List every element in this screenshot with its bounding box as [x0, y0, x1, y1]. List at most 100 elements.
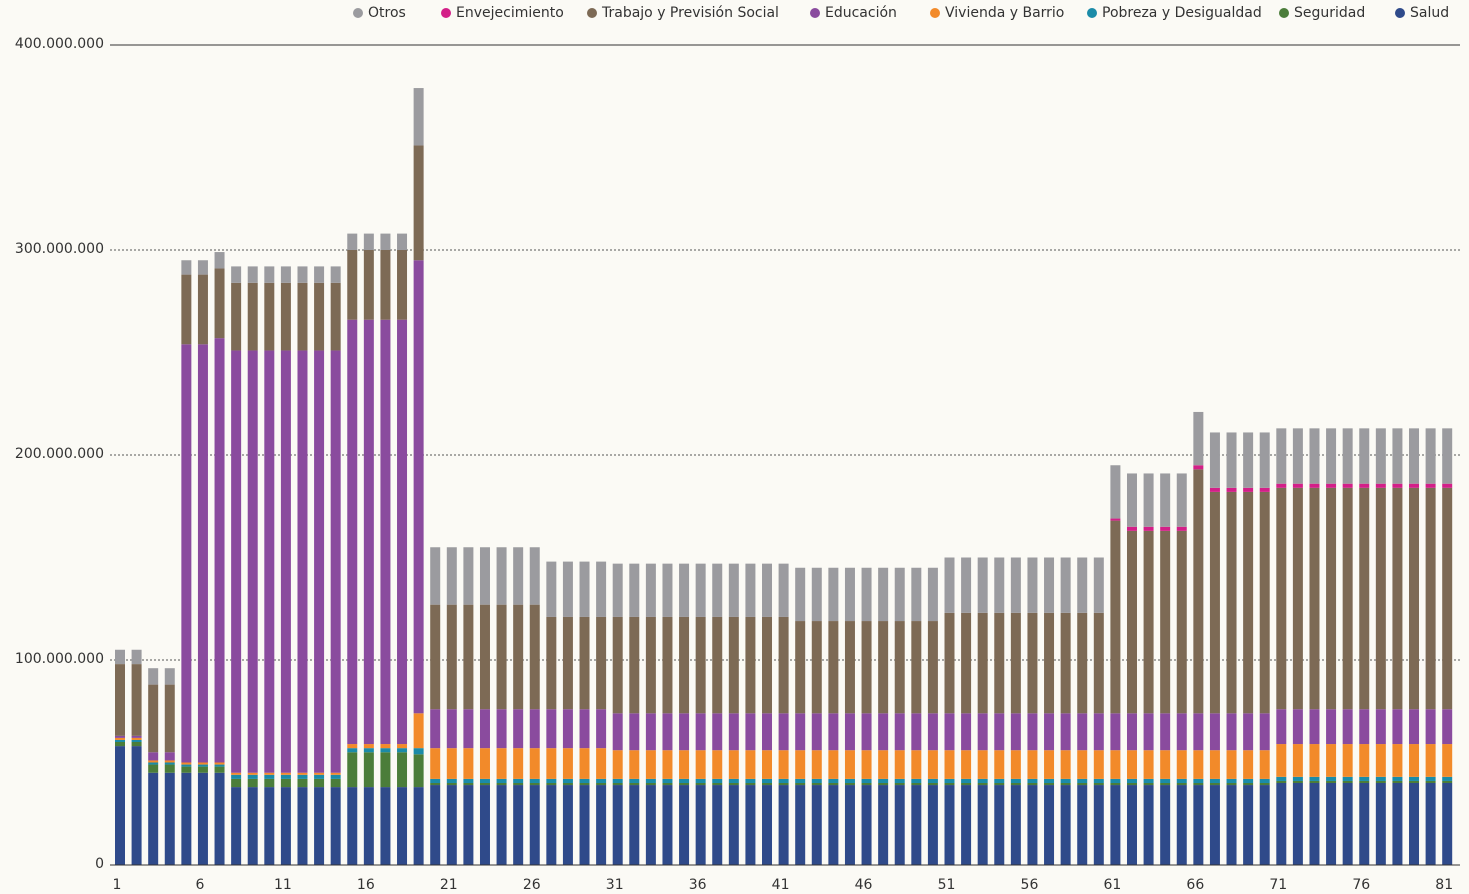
bar-segment [115, 664, 125, 736]
bar-segment [164, 684, 175, 753]
bar-segment [695, 616, 706, 714]
bar-segment [1243, 491, 1254, 714]
bar-segment [894, 567, 905, 622]
bar-segment [264, 787, 275, 865]
bar-segment [430, 604, 441, 710]
bar-segment [927, 713, 938, 751]
bar-segment [1077, 785, 1088, 865]
bar-segment [1060, 750, 1071, 779]
bar-segment [280, 774, 291, 779]
bar-segment [1309, 744, 1320, 777]
bar-segment [1375, 744, 1386, 777]
bar-segment [131, 739, 142, 742]
bar-segment [513, 748, 524, 779]
bar-segment [1226, 487, 1237, 492]
bar-segment [1010, 785, 1021, 865]
bar-segment [1392, 709, 1403, 745]
bar-segment [1392, 776, 1403, 781]
bar-segment [1126, 713, 1137, 751]
bar-segment [247, 282, 258, 351]
bar-segment [463, 547, 474, 605]
bar-segment [1243, 750, 1254, 779]
bar-segment [1193, 783, 1204, 786]
bar-segment [1209, 783, 1220, 786]
legend-label: Envejecimiento [456, 5, 564, 21]
bar-segment [1193, 469, 1204, 714]
bar-segment [1425, 483, 1436, 488]
bar-segment [297, 282, 308, 351]
bar-segment [1226, 783, 1237, 786]
bar-segment [430, 748, 441, 779]
bar-segment [1259, 491, 1270, 714]
bar-segment [712, 563, 723, 617]
bar-segment [645, 563, 656, 617]
bar-segment [1044, 557, 1055, 613]
bar-segment [496, 748, 507, 779]
bar-segment [994, 750, 1005, 779]
bar-segment [728, 783, 739, 786]
bar-segment [479, 604, 490, 710]
bar-segment [330, 266, 341, 283]
bar-segment [745, 783, 756, 786]
bar-segment [1442, 487, 1453, 710]
bar-segment [762, 750, 773, 779]
bar-segment [1276, 709, 1287, 745]
bar-segment [1060, 557, 1071, 613]
bar-segment [446, 748, 457, 779]
bar-segment [479, 778, 490, 783]
bar-segment [612, 785, 623, 865]
bar-segment [1425, 744, 1436, 777]
bar-segment [496, 783, 507, 786]
legend-label: Seguridad [1294, 5, 1365, 21]
bar-segment [795, 785, 806, 865]
x-tick-label: 76 [1352, 877, 1370, 893]
bar-segment [662, 750, 673, 779]
x-tick-label: 81 [1435, 877, 1453, 893]
bar-segment [1375, 483, 1386, 488]
bar-segment [1259, 750, 1270, 779]
bar-segment [446, 604, 457, 710]
bar-segment [430, 785, 441, 865]
bar-segment [1010, 713, 1021, 751]
bar-segment [1044, 713, 1055, 751]
bar-segment [977, 750, 988, 779]
bar-segment [1326, 709, 1337, 745]
bar-segment [231, 774, 242, 779]
bar-segment [645, 750, 656, 779]
bar-segment [264, 282, 275, 351]
bar-segment [1425, 428, 1436, 484]
bar-segment [314, 282, 325, 351]
bar-segment [828, 621, 839, 714]
bar-segment [1077, 557, 1088, 613]
bar-segment [446, 785, 457, 865]
bar-segment [148, 762, 159, 765]
bar-segment [314, 772, 325, 775]
bar-segment [446, 547, 457, 605]
bar-segment [795, 783, 806, 786]
bar-segment [1276, 483, 1287, 488]
bar-segment [1093, 783, 1104, 786]
bar-segment [878, 783, 889, 786]
bar-segment [1409, 783, 1420, 865]
bar-segment [546, 616, 557, 710]
bar-segment [1093, 778, 1104, 783]
bar-segment [1442, 428, 1453, 484]
bar-segment [280, 282, 291, 351]
bar-segment [181, 772, 192, 865]
legend-label: Pobreza y Desigualdad [1102, 5, 1262, 21]
bar-segment [679, 785, 690, 865]
bar-segment [397, 250, 408, 320]
bar-segment [1243, 783, 1254, 786]
bar-segment [1292, 428, 1303, 484]
bar-segment [1375, 780, 1386, 783]
bar-segment [712, 778, 723, 783]
bar-segment [446, 783, 457, 786]
bar-segment [214, 764, 225, 767]
bar-segment [479, 785, 490, 865]
bar-segment [861, 713, 872, 751]
bar-segment [894, 785, 905, 865]
bar-segment [861, 785, 872, 865]
bar-segment [1160, 473, 1171, 527]
bar-segment [861, 750, 872, 779]
bar-segment [629, 785, 640, 865]
